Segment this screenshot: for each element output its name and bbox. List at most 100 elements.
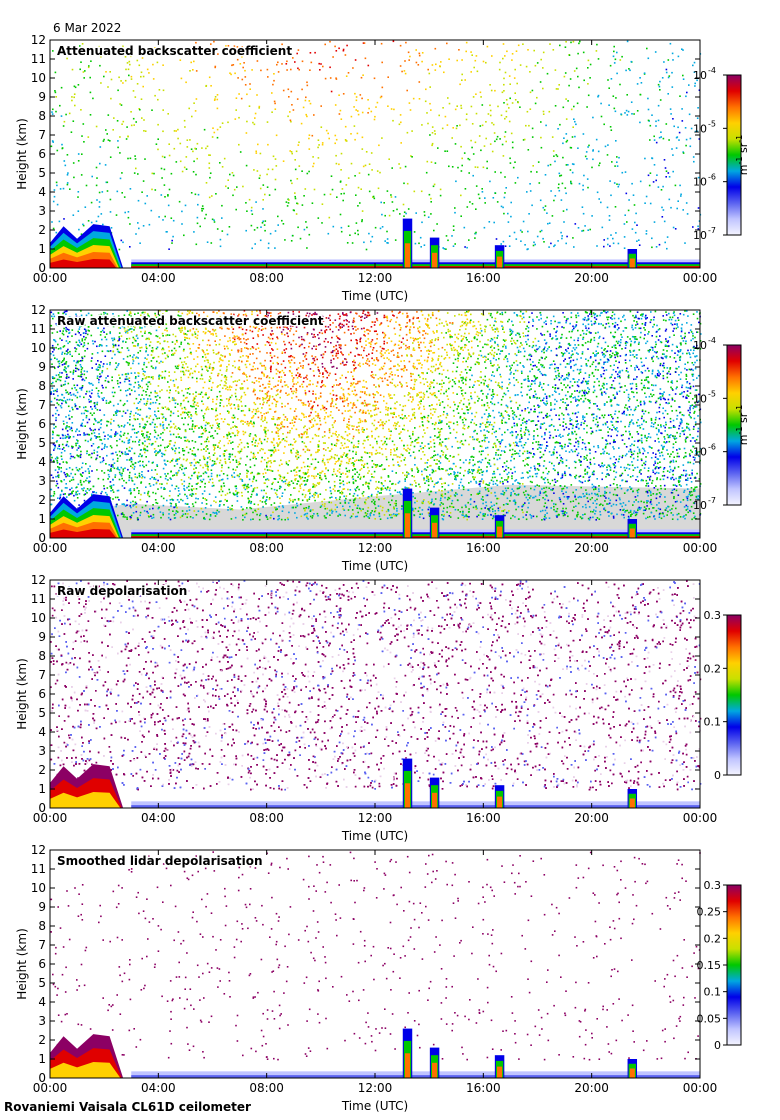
x-tick-label: 16:00 xyxy=(466,1081,501,1095)
y-tick-label: 5 xyxy=(38,436,46,450)
colorbar-tick-exponent: -5 xyxy=(708,389,716,398)
colorbar-tick-exponent: -7 xyxy=(708,226,716,235)
y-tick-label: 3 xyxy=(38,1014,46,1028)
boundary-layer xyxy=(50,488,700,538)
x-tick-label: 04:00 xyxy=(141,811,176,825)
cloud-plume xyxy=(629,258,635,268)
y-axis-label: Height (km) xyxy=(15,658,29,729)
colorbar xyxy=(726,74,742,236)
y-tick-label: 12 xyxy=(31,843,46,857)
y-tick-label: 8 xyxy=(38,379,46,393)
cloud-plume xyxy=(432,1062,438,1078)
panel-title: Attenuated backscatter coefficient xyxy=(57,44,292,58)
cloud-plume xyxy=(497,256,503,268)
y-tick-label: 0 xyxy=(38,261,46,275)
cloud-plume xyxy=(404,243,411,268)
y-tick-label: 6 xyxy=(38,417,46,431)
cloud-plume xyxy=(629,1068,635,1078)
x-tick-label: 12:00 xyxy=(358,541,393,555)
y-tick-label: 1 xyxy=(38,242,46,256)
colorbar-tick-exponent: -6 xyxy=(708,173,716,182)
x-tick-label: 04:00 xyxy=(141,541,176,555)
panel-title: Smoothed lidar depolarisation xyxy=(57,854,263,868)
x-tick-label: 16:00 xyxy=(466,271,501,285)
colorbar-tick-label: 10 xyxy=(693,69,707,82)
boundary-layer xyxy=(50,758,700,808)
plot-area xyxy=(50,580,700,808)
colorbar-unit-part: -1 xyxy=(735,405,744,413)
x-tick-label: 20:00 xyxy=(574,541,609,555)
x-tick-label: 08:00 xyxy=(249,1081,284,1095)
x-tick-label: 00:00 xyxy=(33,271,68,285)
cloud-plume xyxy=(497,796,503,808)
y-tick-label: 9 xyxy=(38,630,46,644)
cloud-plume xyxy=(629,528,635,538)
y-tick-label: 11 xyxy=(31,322,46,336)
y-tick-label: 0 xyxy=(38,531,46,545)
y-tick-label: 1 xyxy=(38,512,46,526)
colorbar-tick-label: 10 xyxy=(693,499,707,512)
y-tick-label: 7 xyxy=(38,398,46,412)
colorbar-unit-part: sr xyxy=(737,142,750,156)
colorbar-tick-label: 0 xyxy=(714,769,721,782)
colorbar-tick-label: 0.2 xyxy=(704,932,722,945)
footer-label: Rovaniemi Vaisala CL61D ceilometer xyxy=(4,1100,251,1114)
x-axis-label: Time (UTC) xyxy=(341,289,408,303)
cloud-layer xyxy=(50,259,117,268)
y-axis-label: Height (km) xyxy=(15,118,29,189)
colorbar-tick-label: 0.15 xyxy=(697,959,722,972)
y-axis-label: Height (km) xyxy=(15,928,29,999)
y-tick-label: 2 xyxy=(38,493,46,507)
y-tick-label: 7 xyxy=(38,128,46,142)
colorbar-tick-label: 10 xyxy=(693,446,707,459)
y-tick-label: 10 xyxy=(31,611,46,625)
y-tick-label: 11 xyxy=(31,52,46,66)
cloud-plume xyxy=(404,783,411,808)
y-tick-label: 11 xyxy=(31,862,46,876)
y-tick-label: 5 xyxy=(38,976,46,990)
cloud-layer xyxy=(50,1062,121,1078)
colorbar-tick-label: 0.25 xyxy=(697,906,722,919)
cloud-plume xyxy=(432,252,438,268)
y-tick-label: 2 xyxy=(38,1033,46,1047)
x-tick-label: 08:00 xyxy=(249,271,284,285)
y-tick-label: 3 xyxy=(38,744,46,758)
colorbar xyxy=(726,614,742,776)
x-tick-label: 04:00 xyxy=(141,1081,176,1095)
y-tick-label: 6 xyxy=(38,687,46,701)
y-tick-label: 0 xyxy=(38,801,46,815)
y-tick-label: 8 xyxy=(38,649,46,663)
y-tick-label: 1 xyxy=(38,1052,46,1066)
colorbar-unit: m-1 sr-1 xyxy=(735,405,750,445)
y-tick-label: 9 xyxy=(38,360,46,374)
cloud-plume xyxy=(497,1066,503,1078)
colorbar-tick-exponent: -6 xyxy=(708,443,716,452)
colorbar xyxy=(726,884,742,1046)
y-tick-label: 12 xyxy=(31,573,46,587)
signal-noise xyxy=(50,310,702,521)
cloud-plume xyxy=(432,522,438,538)
x-axis-label: Time (UTC) xyxy=(341,559,408,573)
cloud-plume xyxy=(497,526,503,538)
colorbar-tick-label: 0.2 xyxy=(704,662,722,675)
cloud-plume xyxy=(404,513,411,538)
boundary-layer xyxy=(50,218,700,268)
x-axis-label: Time (UTC) xyxy=(341,1099,408,1113)
y-tick-label: 3 xyxy=(38,204,46,218)
colorbar-unit-part: -1 xyxy=(735,427,744,435)
plot-area xyxy=(50,850,700,1078)
y-tick-label: 4 xyxy=(38,725,46,739)
colorbar-unit-part: -1 xyxy=(735,135,744,143)
colorbar-unit-part: sr xyxy=(737,412,750,426)
y-tick-label: 12 xyxy=(31,33,46,47)
y-tick-label: 4 xyxy=(38,455,46,469)
y-tick-label: 1 xyxy=(38,782,46,796)
colorbar-tick-label: 0.3 xyxy=(704,879,722,892)
y-tick-label: 10 xyxy=(31,341,46,355)
y-axis-label: Height (km) xyxy=(15,388,29,459)
colorbar-tick-exponent: -4 xyxy=(708,336,716,345)
